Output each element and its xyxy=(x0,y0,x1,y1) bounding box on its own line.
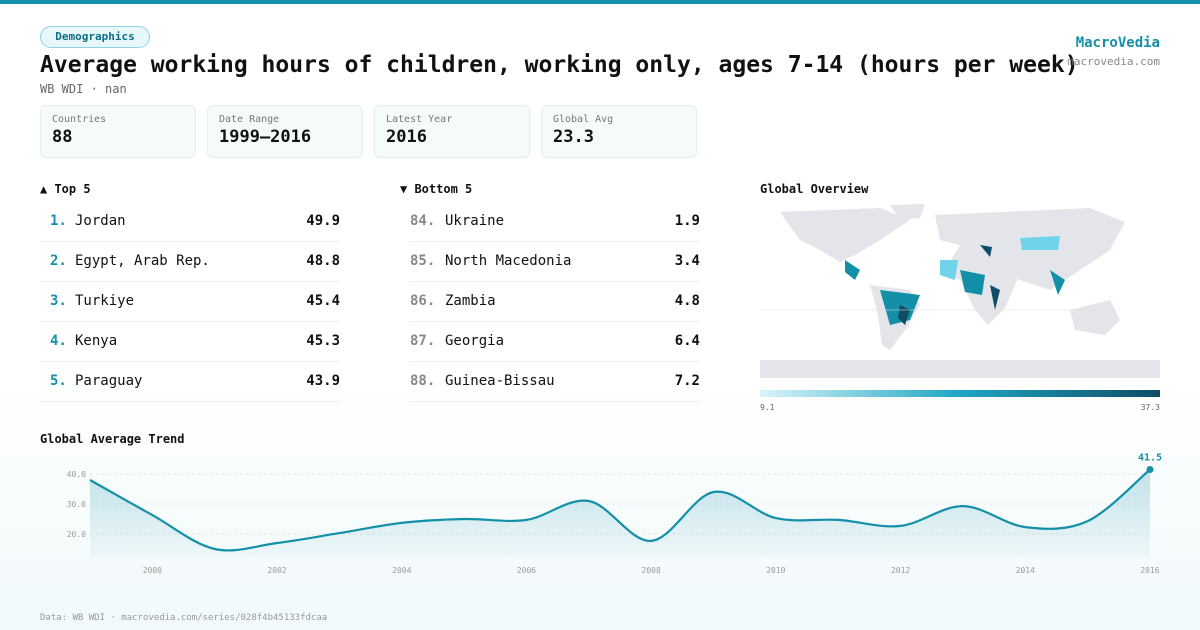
x-tick-label: 2008 xyxy=(642,566,661,575)
brand-url[interactable]: macrovedia.com xyxy=(1067,55,1160,68)
color-scale xyxy=(760,390,1160,397)
value: 48.8 xyxy=(306,253,340,269)
value: 45.3 xyxy=(306,333,340,349)
stat-value: 23.3 xyxy=(553,127,594,147)
stat-label: Countries xyxy=(52,114,107,125)
value: 7.2 xyxy=(674,373,700,389)
rank: 86. xyxy=(410,293,436,309)
top-heading: ▲ Top 5 xyxy=(40,182,91,196)
country: Paraguay xyxy=(75,373,143,389)
last-value-label: 41.5 xyxy=(1138,453,1162,464)
value: 43.9 xyxy=(306,373,340,389)
trend-chart: 20.0 30.0 40.0 2000 2002 2004 2006 2008 2010 2012… xyxy=(67,453,1162,576)
stat-value: 1999–2016 xyxy=(219,127,312,147)
area xyxy=(90,469,1150,558)
x-tick-label: 2016 xyxy=(1140,566,1159,575)
stat-card: Date Range 1999–2016 xyxy=(207,105,363,158)
x-tick-label: 2004 xyxy=(392,566,411,575)
stat-label: Global Avg xyxy=(553,114,614,125)
country: Kenya xyxy=(75,333,118,349)
world-map: 9.1 37.3 xyxy=(760,204,1160,412)
x-tick-label: 2014 xyxy=(1016,566,1035,575)
brand[interactable]: MacroVedia xyxy=(1075,35,1160,51)
rank: 4. xyxy=(50,333,67,349)
rank: 3. xyxy=(50,293,67,309)
stat-label: Date Range xyxy=(219,114,280,125)
country: North Macedonia xyxy=(445,253,572,269)
country: Jordan xyxy=(75,213,126,229)
x-tick-label: 2000 xyxy=(143,566,162,575)
line xyxy=(89,468,1151,552)
rank-row[interactable]: 86. Zambia 4.8 xyxy=(410,281,700,322)
subtitle: WB WDI · nan xyxy=(40,82,127,96)
country: Ukraine xyxy=(445,213,505,229)
x-tick-label: 2012 xyxy=(891,566,910,575)
x-tick-label: 2010 xyxy=(766,566,785,575)
value: 6.4 xyxy=(674,333,700,349)
x-tick-label: 2002 xyxy=(267,566,286,575)
rank-row[interactable]: 85. North Macedonia 3.4 xyxy=(410,241,700,282)
page-title: Average working hours of children, worki… xyxy=(40,52,1079,78)
chart-title: Global Average Trend xyxy=(40,432,185,446)
rank-row[interactable]: 3. Turkiye 45.4 xyxy=(40,281,340,322)
category-tag[interactable]: Demographics xyxy=(40,26,150,48)
footer: Data: WB WDI · macrovedia.com/series/028… xyxy=(40,613,328,623)
rank: 87. xyxy=(410,333,436,349)
value: 4.8 xyxy=(674,293,700,309)
last-point xyxy=(1146,466,1154,473)
stat-value: 2016 xyxy=(386,127,427,147)
country: Georgia xyxy=(445,333,505,349)
country: Turkiye xyxy=(75,293,135,309)
rank-row[interactable]: 5. Paraguay 43.9 xyxy=(40,361,340,402)
rank: 88. xyxy=(410,373,436,389)
y-tick-label: 40.0 xyxy=(67,470,86,479)
rank-row[interactable]: 87. Georgia 6.4 xyxy=(410,321,700,362)
rank: 84. xyxy=(410,213,436,229)
y-tick-label: 20.0 xyxy=(67,530,86,539)
map-heading: Global Overview xyxy=(760,182,869,196)
top-bar xyxy=(0,0,1200,4)
rank-row[interactable]: 84. Ukraine 1.9 xyxy=(410,201,700,242)
stat-value: 88 xyxy=(52,127,73,147)
rank: 1. xyxy=(50,213,67,229)
rank: 2. xyxy=(50,253,67,269)
stat-card: Countries 88 xyxy=(40,105,196,158)
rank: 5. xyxy=(50,373,67,389)
country: Egypt, Arab Rep. xyxy=(75,253,210,269)
stat-card: Latest Year 2016 xyxy=(374,105,530,158)
rank-row[interactable]: 2. Egypt, Arab Rep. 48.8 xyxy=(40,241,340,282)
bottom-heading: ▼ Bottom 5 xyxy=(400,182,473,196)
country: Guinea-Bissau xyxy=(445,373,555,389)
rank: 85. xyxy=(410,253,436,269)
rank-row[interactable]: 88. Guinea-Bissau 7.2 xyxy=(410,361,700,402)
x-tick-label: 2006 xyxy=(517,566,536,575)
legend-min: 9.1 xyxy=(760,403,775,412)
rank-row[interactable]: 4. Kenya 45.3 xyxy=(40,321,340,362)
value: 3.4 xyxy=(674,253,700,269)
value: 49.9 xyxy=(306,213,340,229)
value: 1.9 xyxy=(674,213,700,229)
y-tick-label: 30.0 xyxy=(67,500,86,509)
legend-max: 37.3 xyxy=(1141,403,1160,412)
country: Zambia xyxy=(445,293,496,309)
rank-row[interactable]: 1. Jordan 49.9 xyxy=(40,201,340,242)
value: 45.4 xyxy=(306,293,340,309)
stat-card: Global Avg 23.3 xyxy=(541,105,697,158)
stat-label: Latest Year xyxy=(386,114,453,125)
